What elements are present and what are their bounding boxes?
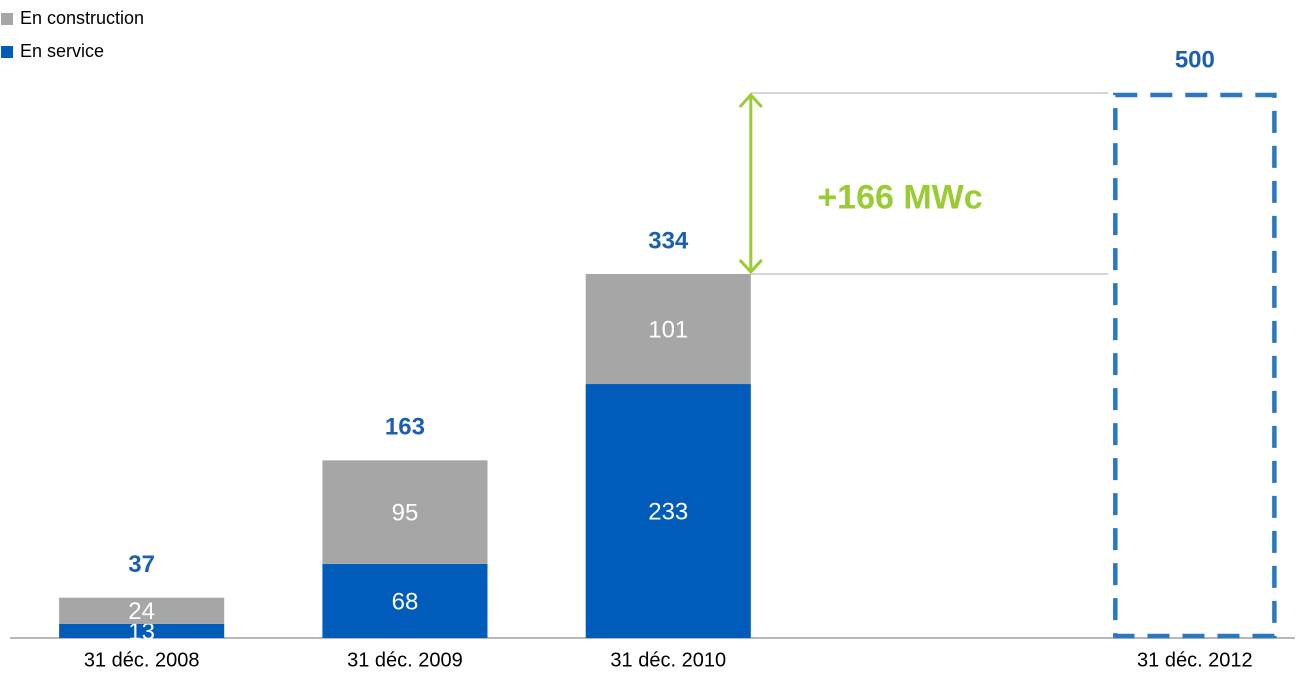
segment-label: 101 (648, 316, 688, 343)
legend-label: En construction (20, 8, 144, 28)
legend-label: En service (20, 41, 104, 61)
bar-segment (59, 623, 225, 638)
total-label: 37 (128, 551, 155, 578)
segment-label: 233 (648, 498, 688, 525)
legend-swatch (1, 13, 13, 25)
x-tick-label: 31 déc. 2010 (610, 649, 726, 671)
annotation: +166 MWc (817, 178, 982, 216)
bar-segment (585, 273, 751, 385)
x-tick-label: 31 déc. 2012 (1137, 649, 1253, 671)
segment-label: 24 (128, 598, 155, 625)
target-box (1113, 92, 1277, 639)
arrow-head (738, 92, 763, 109)
total-label: 163 (385, 414, 425, 441)
total-label: 334 (648, 227, 689, 254)
x-tick-label: 31 déc. 2009 (347, 649, 463, 671)
x-tick-label: 31 déc. 2008 (84, 649, 200, 671)
segment-label: 95 (392, 499, 419, 526)
bar-segment (322, 460, 488, 564)
segment-label: 68 (392, 588, 419, 615)
bar-segment (59, 597, 225, 624)
bar-segment (322, 563, 488, 638)
legend-swatch (1, 46, 13, 58)
arrow-head (738, 258, 763, 275)
total-label: 500 (1175, 46, 1215, 73)
bar-segment (585, 384, 751, 638)
